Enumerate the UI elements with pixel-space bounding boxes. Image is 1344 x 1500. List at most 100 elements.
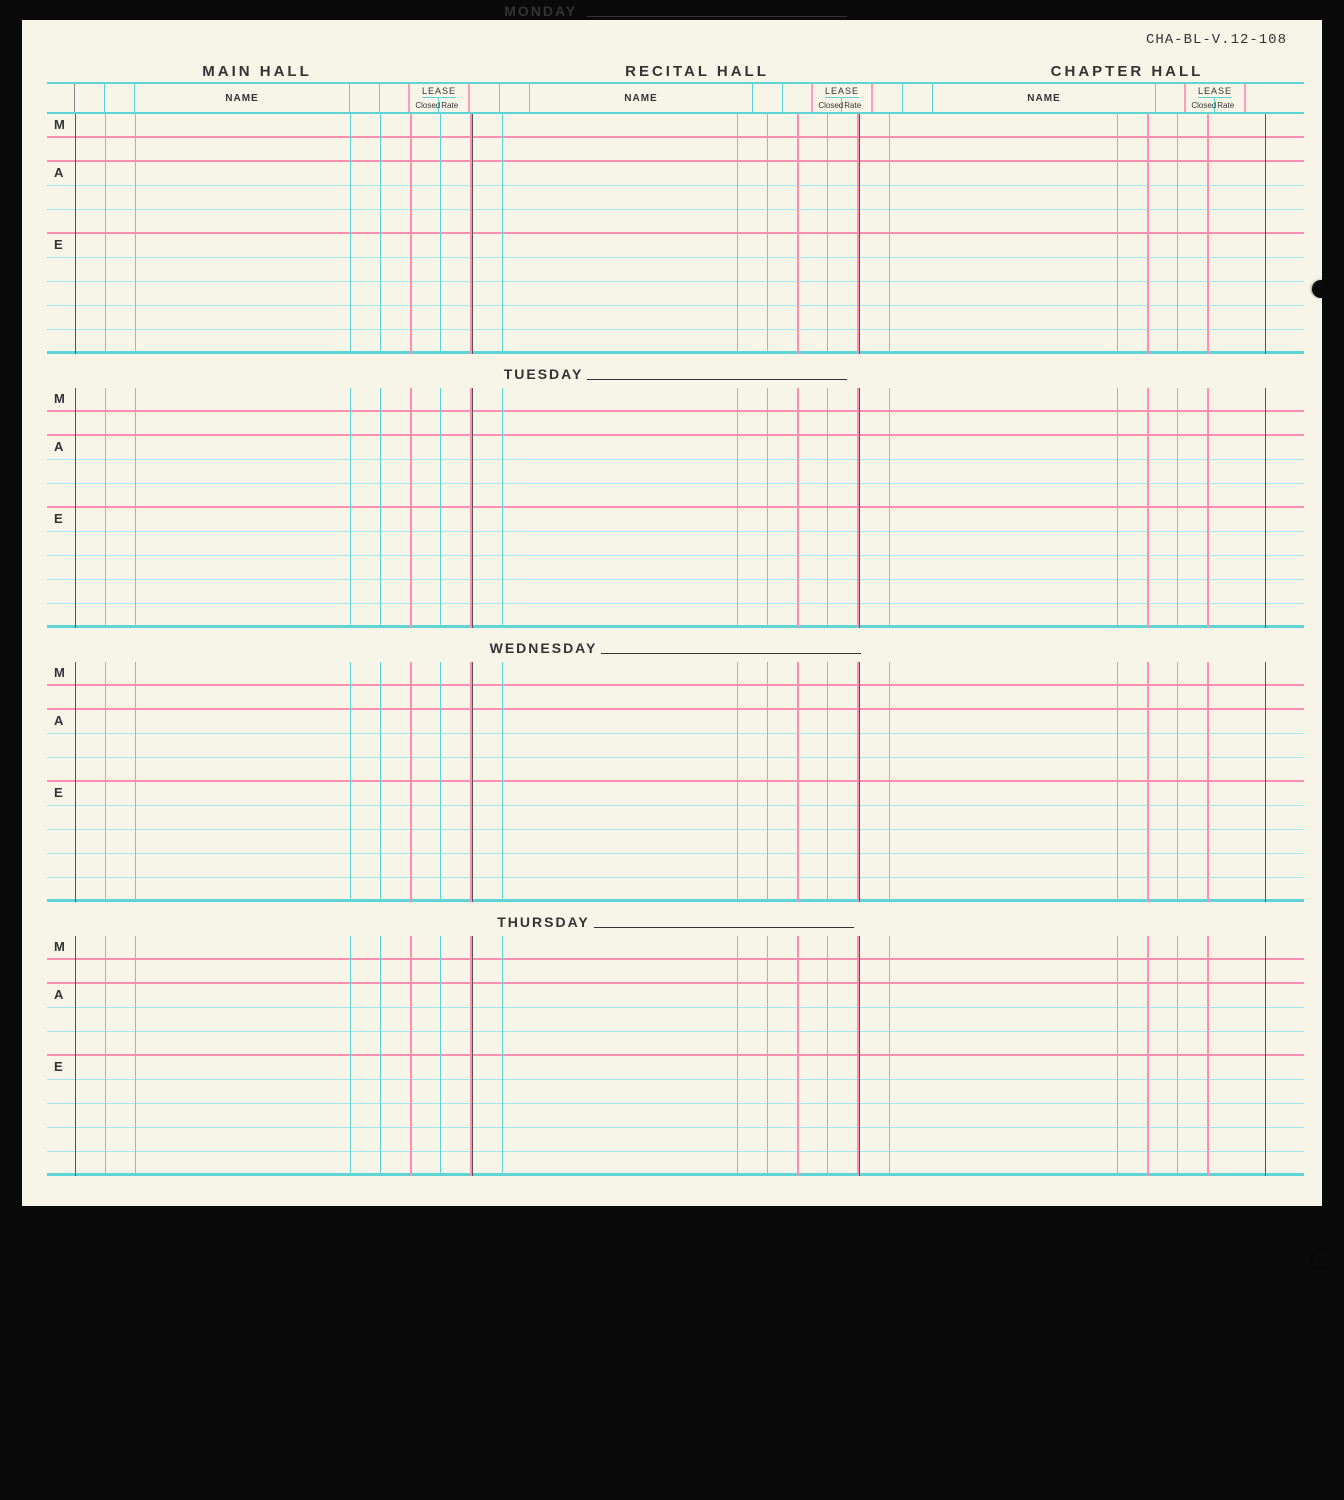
rows: MAE <box>47 662 1304 902</box>
ledger-row <box>47 138 1304 162</box>
vertical-rule <box>1207 936 1209 1176</box>
day-text: MONDAY <box>504 3 577 19</box>
vertical-rule <box>75 114 76 354</box>
ledger-row: M <box>47 936 1304 960</box>
day-label: TUESDAY <box>47 354 1304 388</box>
vertical-rule <box>859 114 860 354</box>
vertical-rule <box>350 662 351 902</box>
time-slot-label: M <box>54 391 65 406</box>
day-gap: TUESDAY <box>47 354 1304 388</box>
vertical-rule <box>75 936 76 1176</box>
ledger-row: M <box>47 662 1304 686</box>
vertical-rule <box>380 388 381 628</box>
vertical-rule <box>889 662 890 902</box>
vertical-rule <box>75 662 76 902</box>
vertical-rule <box>797 388 799 628</box>
vertical-rule <box>1207 114 1209 354</box>
vertical-rule <box>1265 114 1266 354</box>
lease-label: LEASE <box>825 84 859 98</box>
ledger-row <box>47 556 1304 580</box>
punch-hole-icon <box>1312 280 1330 298</box>
rows: M A E <box>47 114 1304 354</box>
vertical-rule <box>797 662 799 902</box>
col-sub <box>105 84 135 112</box>
vertical-rule <box>1265 388 1266 628</box>
time-slot-label: M <box>54 665 65 680</box>
vertical-rule <box>1265 936 1266 1176</box>
vertical-rule <box>797 114 799 354</box>
vertical-rule <box>75 388 76 628</box>
time-slot-label: E <box>54 237 63 252</box>
closed-label: Closed <box>1194 98 1215 112</box>
col-sub <box>903 84 933 112</box>
ledger-row: A <box>47 984 1304 1008</box>
ledger-row: E <box>47 508 1304 532</box>
col-margin <box>47 84 75 112</box>
time-slot-label: E <box>54 785 63 800</box>
rows: M A E <box>47 388 1304 628</box>
vertical-rule <box>440 114 441 354</box>
vertical-rule <box>1147 388 1149 628</box>
ledger-row <box>47 1152 1304 1176</box>
vertical-rule <box>105 114 106 354</box>
rate-label: Rate <box>842 98 863 112</box>
time-slot-label: E <box>54 511 63 526</box>
vertical-rule <box>737 662 738 902</box>
ledger-row <box>47 484 1304 508</box>
vertical-rule <box>502 662 503 902</box>
col-sub <box>783 84 813 112</box>
col-lease-recital: LEASE Closed Rate <box>813 84 873 112</box>
vertical-rule <box>827 936 828 1176</box>
vertical-rule <box>105 936 106 1176</box>
ledger-row: M <box>47 114 1304 138</box>
day-label: WEDNESDAY <box>47 628 1304 662</box>
vertical-rule <box>440 936 441 1176</box>
col-sub <box>350 84 380 112</box>
vertical-rule <box>1147 936 1149 1176</box>
vertical-rule <box>827 114 828 354</box>
col-name-recital: NAME <box>530 84 753 112</box>
ledger-row <box>47 460 1304 484</box>
ledger-row <box>47 532 1304 556</box>
vertical-rule <box>767 936 768 1176</box>
vertical-rule <box>1147 662 1149 902</box>
column-headers: NAME LEASE Closed Rate NAME LEASE Closed… <box>47 82 1304 114</box>
ledger-row: E <box>47 1056 1304 1080</box>
vertical-rule <box>737 936 738 1176</box>
vertical-rule <box>380 936 381 1176</box>
hall-header-chapter: CHAPTER HALL <box>977 63 1277 80</box>
vertical-rule <box>350 388 351 628</box>
day-text: TUESDAY <box>504 366 584 382</box>
vertical-rule <box>1177 662 1178 902</box>
col-sub <box>873 84 903 112</box>
vertical-rule <box>410 114 412 354</box>
day-text: WEDNESDAY <box>490 640 598 656</box>
closed-label: Closed <box>418 98 439 112</box>
rows: M A E <box>47 936 1304 1176</box>
day-gap: WEDNESDAY <box>47 628 1304 662</box>
time-slot-label: A <box>54 987 63 1002</box>
time-slot-label: A <box>54 165 63 180</box>
ledger-row <box>47 282 1304 306</box>
vertical-rule <box>135 114 136 354</box>
ledger-row <box>47 1080 1304 1104</box>
ledger-row <box>47 878 1304 902</box>
ledger-row <box>47 734 1304 758</box>
vertical-rule <box>737 114 738 354</box>
time-slot-label: M <box>54 939 65 954</box>
vertical-rule <box>1207 662 1209 902</box>
vertical-rule <box>859 662 860 902</box>
vertical-rule <box>380 114 381 354</box>
punch-hole-icon <box>1312 1250 1330 1268</box>
col-name-chapter: NAME <box>933 84 1156 112</box>
vertical-rule <box>135 936 136 1176</box>
time-slot-label: A <box>54 439 63 454</box>
vertical-rule <box>350 936 351 1176</box>
vertical-rule <box>767 114 768 354</box>
rate-label: Rate <box>1215 98 1236 112</box>
col-tail <box>1246 84 1304 112</box>
ledger-row <box>47 258 1304 282</box>
ledger-row <box>47 604 1304 628</box>
ledger-row: A <box>47 162 1304 186</box>
lease-label: LEASE <box>422 84 456 98</box>
